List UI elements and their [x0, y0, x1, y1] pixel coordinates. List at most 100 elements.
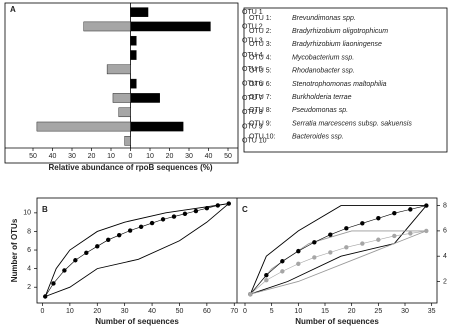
- bar: [130, 7, 149, 17]
- legend-otu: OTU 5:: [249, 68, 272, 75]
- point: [248, 291, 253, 297]
- x-tick-label: 20: [93, 308, 101, 315]
- x-tick-label: 30: [185, 153, 193, 160]
- x-axis-label: Number of sequences: [295, 317, 379, 326]
- y-tick-label: 4: [27, 265, 31, 272]
- panel-label: A: [10, 5, 16, 14]
- legend-otu: OTU 10:: [249, 134, 276, 141]
- point: [160, 217, 166, 222]
- y-tick-label: 8: [27, 228, 31, 235]
- point: [408, 231, 413, 236]
- point: [376, 216, 381, 221]
- bar: [130, 21, 211, 32]
- legend-name: Brevundimonas spp.: [292, 15, 356, 22]
- point: [344, 245, 349, 250]
- x-tick-label: 30: [68, 153, 76, 160]
- legend-name: Burkholderia terrae: [292, 94, 352, 101]
- x-tick-label: 10: [107, 153, 115, 160]
- x-tick-label: 70: [230, 308, 238, 315]
- category-label: OTU 4: [242, 52, 263, 59]
- x-tick-label: 20: [348, 308, 356, 315]
- legend-otu: OTU 1:: [249, 15, 272, 22]
- point: [312, 255, 317, 260]
- point: [328, 232, 333, 237]
- bar: [130, 93, 160, 103]
- bar: [36, 121, 131, 132]
- point: [312, 240, 317, 245]
- x-tick-label: 30: [401, 308, 409, 315]
- legend-name: Serratia marcescens subsp. sakuensis: [292, 120, 412, 127]
- point: [264, 278, 269, 283]
- bar: [130, 78, 137, 89]
- legend-otu: OTU 2:: [249, 28, 272, 35]
- point: [424, 228, 429, 234]
- point: [116, 232, 122, 238]
- point: [171, 214, 177, 219]
- x-tick-label: 25: [374, 308, 382, 315]
- x-tick-label: 0: [243, 308, 247, 315]
- series-line: [250, 205, 427, 295]
- panel-label: C: [242, 205, 248, 214]
- point: [296, 248, 301, 254]
- point: [106, 237, 111, 243]
- legend-otu: OTU 6:: [249, 81, 272, 88]
- point: [408, 207, 413, 212]
- x-tick-label: 60: [203, 308, 211, 315]
- y-tick-label: 6: [443, 228, 447, 235]
- point: [280, 269, 285, 274]
- category-label: OTU 1: [242, 9, 263, 16]
- legend-otu: OTU 9:: [249, 120, 272, 127]
- x-tick-label: 20: [166, 153, 174, 160]
- x-tick-label: 50: [176, 308, 184, 315]
- y-tick-label: 10: [23, 210, 31, 217]
- x-tick-label: 0: [129, 153, 133, 160]
- y-tick-label: 6: [27, 247, 31, 254]
- category-label: OTU 3: [242, 38, 263, 45]
- x-tick-label: 30: [121, 308, 129, 315]
- legend-otu: OTU 8:: [249, 107, 272, 114]
- x-tick-label: 10: [146, 153, 154, 160]
- x-tick-label: 0: [41, 308, 45, 315]
- y-tick-label: 2: [443, 278, 447, 285]
- bar: [83, 21, 131, 32]
- point: [51, 281, 56, 286]
- x-tick-label: 40: [49, 153, 57, 160]
- bar: [124, 136, 131, 146]
- series-line: [45, 203, 230, 297]
- legend-name: Mycobacterium ssp.: [292, 54, 354, 61]
- bar: [130, 35, 137, 46]
- category-label: OTU 7: [242, 95, 263, 102]
- bar: [118, 107, 131, 118]
- y-tick-label: 8: [443, 202, 447, 209]
- x-tick-label: 35: [428, 308, 436, 315]
- legend-frame: [243, 7, 448, 153]
- point: [328, 250, 333, 255]
- series-line: [44, 203, 229, 297]
- point: [392, 233, 397, 239]
- legend-name: Pseudomonas sp.: [292, 107, 348, 114]
- legend-otu: OTU 7:: [249, 94, 272, 101]
- category-label: OTU 2: [242, 23, 263, 30]
- category-label: OTU 5: [242, 66, 263, 73]
- x-axis-label: Number of sequences: [95, 317, 179, 326]
- point: [95, 244, 100, 249]
- category-label: OTU 10: [242, 138, 267, 145]
- legend-name: Rhodanobacter ssp.: [292, 68, 355, 75]
- category-label: OTU 6: [242, 80, 263, 87]
- point: [424, 203, 429, 208]
- x-tick-label: 50: [224, 153, 232, 160]
- legend-name: Bradyrhizobium liaoningense: [292, 41, 382, 48]
- y-tick-label: 4: [443, 253, 447, 260]
- x-tick-label: 5: [270, 308, 274, 315]
- point: [73, 258, 78, 263]
- point: [360, 241, 365, 246]
- point: [84, 250, 89, 256]
- legend-otu: OTU 4:: [249, 54, 272, 61]
- point: [344, 226, 349, 231]
- point: [296, 261, 301, 266]
- y-tick-label: 2: [27, 284, 31, 291]
- point: [376, 237, 381, 242]
- series-line: [44, 203, 229, 297]
